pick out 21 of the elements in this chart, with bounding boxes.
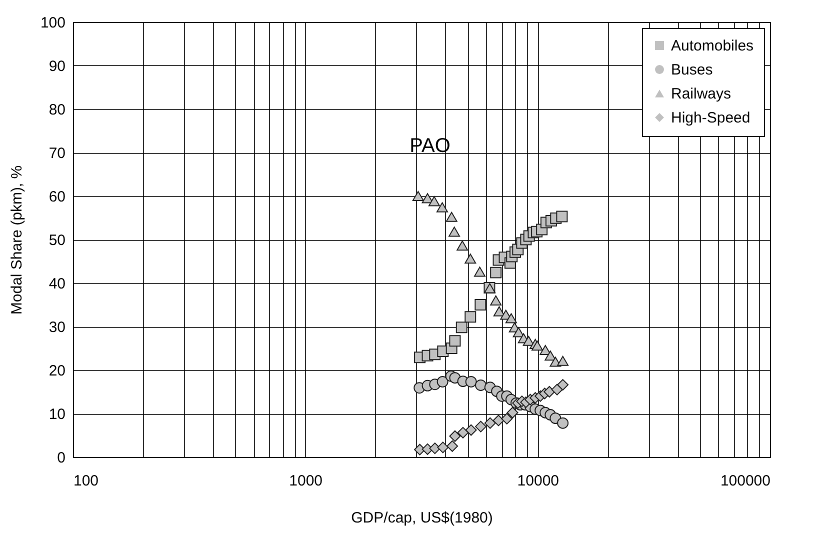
y-tick-label: 60 bbox=[48, 188, 66, 206]
y-tick-label: 20 bbox=[48, 362, 66, 380]
y-tick-label: 0 bbox=[57, 450, 66, 466]
y-tick-label: 40 bbox=[48, 276, 66, 292]
y-tick-label: 80 bbox=[48, 102, 66, 118]
x-axis-title: GDP/cap, US$(1980) bbox=[351, 510, 493, 526]
legend-label: High-Speed bbox=[671, 110, 750, 126]
x-tick-label: 100 bbox=[74, 472, 99, 490]
y-tick-label: 90 bbox=[48, 58, 66, 75]
y-tick-label: 100 bbox=[40, 14, 66, 32]
legend-label: Buses bbox=[671, 62, 713, 78]
legend-label: Automobiles bbox=[671, 38, 754, 54]
legend-label: Railways bbox=[671, 86, 732, 102]
y-tick-label: 10 bbox=[48, 406, 66, 423]
y-tick-label: 30 bbox=[48, 319, 66, 336]
y-tick-label: 50 bbox=[48, 232, 66, 249]
x-tick-label: 1000 bbox=[289, 472, 323, 490]
y-axis-title: Modal Share (pkm), % bbox=[8, 165, 26, 315]
x-tick-label: 100000 bbox=[720, 472, 770, 490]
x-tick-label: 10000 bbox=[517, 472, 560, 490]
y-tick-label: 70 bbox=[48, 145, 66, 162]
